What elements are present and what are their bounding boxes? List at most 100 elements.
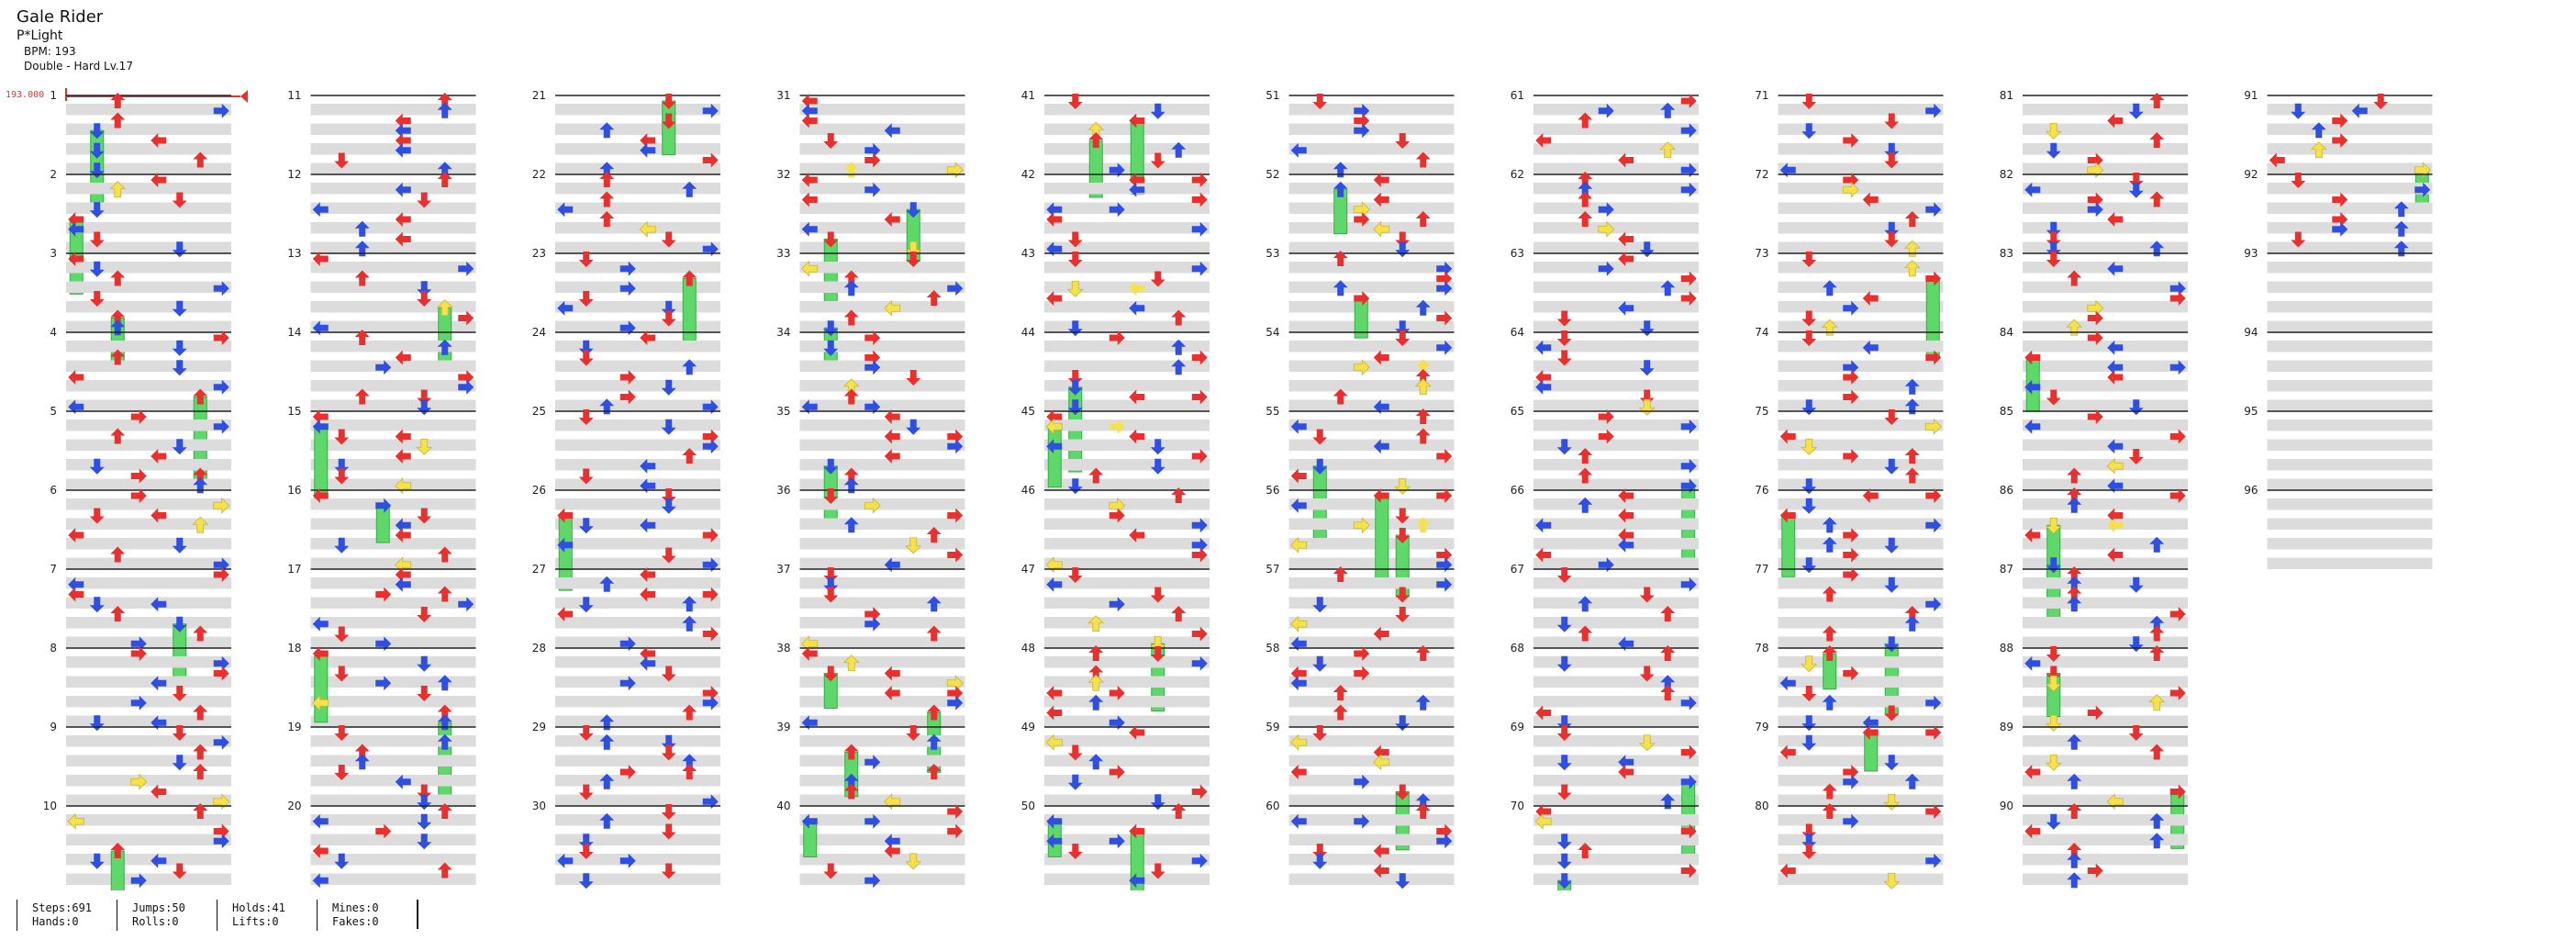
beat-band bbox=[2023, 222, 2188, 234]
beat-band bbox=[2023, 735, 2188, 747]
step-arrow-icon bbox=[2087, 310, 2103, 326]
measure-number: 33 bbox=[776, 247, 790, 260]
step-arrow-icon bbox=[843, 467, 859, 484]
step-arrow-icon bbox=[1535, 547, 1552, 563]
beat-band bbox=[66, 380, 231, 392]
step-arrow-icon bbox=[661, 666, 676, 682]
step-arrow-icon bbox=[89, 261, 105, 277]
beat-band bbox=[1533, 656, 1699, 668]
measure-number: 60 bbox=[1266, 800, 1279, 812]
step-arrow-icon bbox=[334, 765, 350, 780]
step-arrow-icon bbox=[2149, 812, 2165, 829]
step-arrow-icon bbox=[2393, 241, 2409, 257]
beat-band bbox=[799, 735, 965, 747]
beat-band bbox=[2023, 755, 2188, 767]
step-arrow-icon bbox=[1843, 360, 1859, 375]
beat-band bbox=[799, 301, 965, 313]
beat-band bbox=[1533, 399, 1699, 411]
beat-band bbox=[310, 123, 476, 135]
beat-band bbox=[310, 399, 476, 411]
beat-band bbox=[1044, 478, 1210, 490]
beat-band bbox=[799, 814, 965, 826]
beat-band bbox=[1533, 420, 1699, 431]
step-arrow-icon bbox=[2128, 182, 2144, 198]
step-arrow-icon bbox=[458, 370, 474, 385]
step-arrow-icon bbox=[417, 813, 432, 830]
step-arrow-icon bbox=[884, 834, 900, 849]
beat-band bbox=[2023, 518, 2188, 530]
stats-col-holds: Holds:41 Lifts:0 bbox=[217, 900, 317, 931]
beat-band bbox=[1044, 715, 1210, 727]
step-arrow-icon bbox=[599, 122, 615, 139]
step-arrow-icon bbox=[640, 142, 656, 158]
measure-number: 56 bbox=[1266, 484, 1279, 497]
step-arrow-icon bbox=[1801, 823, 1817, 840]
measure-number: 73 bbox=[1755, 247, 1768, 260]
beat-band bbox=[2023, 320, 2188, 332]
step-arrow-icon bbox=[884, 429, 900, 444]
beat-band bbox=[2023, 202, 2188, 214]
step-arrow-icon bbox=[68, 587, 84, 602]
beat-band bbox=[799, 380, 965, 392]
step-arrow-icon bbox=[2310, 141, 2327, 159]
step-arrow-icon bbox=[682, 270, 697, 286]
step-arrow-icon bbox=[1436, 340, 1453, 355]
measure-number: 75 bbox=[1755, 405, 1768, 418]
step-arrow-icon bbox=[2107, 370, 2124, 385]
step-arrow-icon bbox=[843, 280, 859, 297]
step-arrow-icon bbox=[1556, 350, 1572, 366]
measure-number: 67 bbox=[1511, 563, 1524, 576]
step-arrow-icon bbox=[947, 439, 964, 454]
measure-number: 9 bbox=[50, 721, 57, 733]
beat-band bbox=[2267, 399, 2433, 411]
step-arrow-icon bbox=[312, 202, 329, 218]
step-arrow-icon bbox=[2107, 439, 2124, 454]
beat-band bbox=[1044, 636, 1210, 648]
beat-band bbox=[2023, 104, 2188, 116]
step-arrow-icon bbox=[172, 537, 187, 554]
step-arrow-icon bbox=[1415, 793, 1431, 810]
beat-band bbox=[1778, 222, 1944, 234]
beat-band bbox=[799, 341, 965, 352]
step-arrow-icon bbox=[1884, 458, 1900, 475]
step-arrow-icon bbox=[1660, 675, 1676, 691]
step-arrow-icon bbox=[354, 220, 370, 237]
step-arrow-icon bbox=[1373, 488, 1389, 503]
step-arrow-icon bbox=[1925, 853, 1942, 868]
step-arrow-icon bbox=[1556, 567, 1572, 583]
step-arrow-icon bbox=[395, 774, 411, 789]
step-arrow-icon bbox=[2045, 122, 2062, 140]
step-arrow-icon bbox=[437, 586, 452, 602]
step-arrow-icon bbox=[1843, 765, 1859, 779]
step-arrow-icon bbox=[437, 162, 452, 178]
step-arrow-icon bbox=[2169, 281, 2186, 297]
step-arrow-icon bbox=[884, 666, 900, 681]
step-arrow-icon bbox=[1779, 863, 1796, 878]
step-arrow-icon bbox=[130, 873, 147, 889]
beat-band bbox=[1778, 123, 1944, 135]
step-arrow-icon bbox=[2128, 103, 2144, 119]
beat-band bbox=[310, 775, 476, 787]
step-arrow-icon bbox=[843, 162, 859, 178]
step-arrow-icon bbox=[2128, 173, 2144, 188]
step-arrow-icon bbox=[884, 686, 900, 700]
step-arrow-icon bbox=[1109, 834, 1125, 849]
step-arrow-icon bbox=[1680, 823, 1697, 839]
step-arrow-icon bbox=[1822, 586, 1837, 602]
step-arrow-icon bbox=[1618, 528, 1634, 543]
step-arrow-icon bbox=[2149, 625, 2165, 642]
beat-band bbox=[310, 498, 476, 510]
step-arrow-icon bbox=[2269, 152, 2285, 168]
step-arrow-icon bbox=[702, 528, 719, 543]
bpm-marker-start bbox=[65, 88, 67, 101]
step-arrow-icon bbox=[1904, 606, 1920, 621]
step-arrow-icon bbox=[417, 281, 432, 297]
beat-band bbox=[1778, 183, 1944, 195]
beat-band bbox=[2267, 459, 2433, 471]
measure-number: 21 bbox=[532, 89, 546, 102]
step-arrow-icon bbox=[823, 587, 839, 603]
step-arrow-icon bbox=[1046, 212, 1063, 227]
beat-band bbox=[1778, 162, 1944, 174]
beat-band bbox=[1778, 755, 1944, 767]
beat-band bbox=[1044, 775, 1210, 787]
